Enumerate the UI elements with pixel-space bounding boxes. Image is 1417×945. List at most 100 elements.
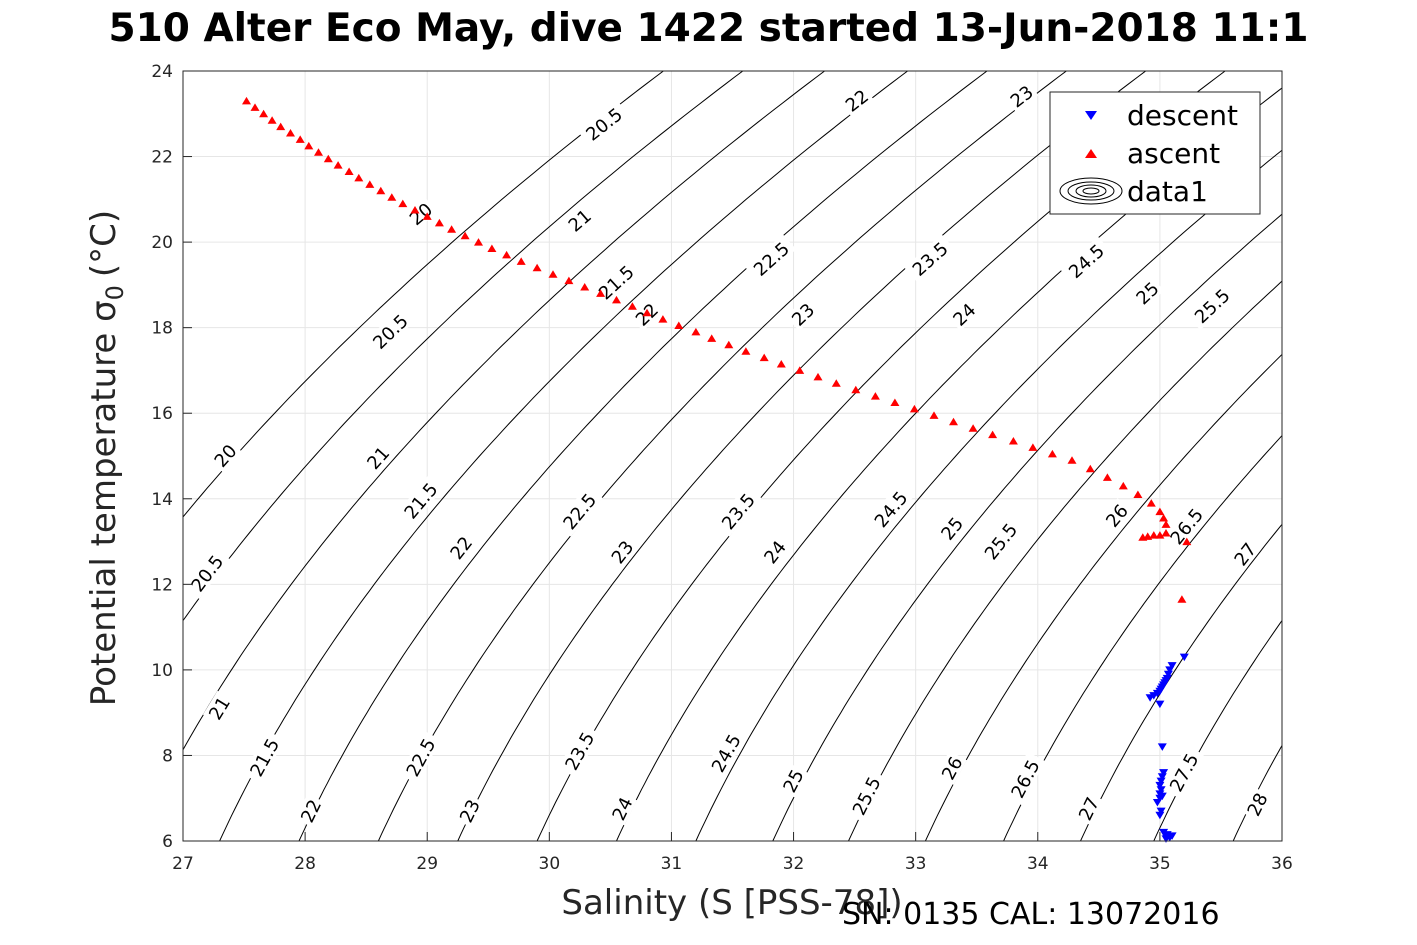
contour-label-backing (364, 306, 415, 356)
isopycnal-line (1080, 523, 1282, 841)
ascent-point (548, 270, 558, 278)
ascent-point (658, 315, 668, 323)
plot-frame (182, 70, 1283, 842)
contour-label-backing (904, 234, 955, 283)
ascent-point (314, 148, 323, 156)
x-tick-label: 33 (905, 854, 927, 874)
contour-label-backing (453, 793, 485, 828)
legend-descent-marker (1085, 111, 1097, 120)
contour-label-backing (866, 483, 915, 535)
contour-label-backing (243, 730, 285, 784)
x-tick-label: 36 (1271, 854, 1293, 874)
contour-label-backing (555, 485, 603, 537)
serial-calibration-note: SN: 0135 CAL: 13072016 (842, 897, 1220, 932)
ascent-point (580, 283, 590, 291)
legend-ascent-label: ascent (1127, 137, 1220, 170)
ascent-point (1177, 595, 1187, 603)
y-tick-label: 10 (151, 661, 173, 681)
ascent-point (387, 193, 397, 201)
ascent-point (724, 340, 734, 349)
ascent-point (909, 404, 919, 413)
ascent-point (250, 103, 260, 111)
ascent-point (460, 231, 470, 240)
contour-label-backing (935, 750, 967, 785)
ascent-point (1146, 499, 1156, 507)
ascent-point (1008, 437, 1018, 445)
isopycnal-line (772, 213, 1282, 841)
descent-point (1155, 700, 1165, 709)
ascent-point (851, 385, 861, 394)
contour-label-backing (785, 297, 820, 331)
ascent-point (1161, 520, 1171, 528)
legend: descent ascent data1 (1049, 91, 1261, 215)
contour-label-backing (295, 793, 326, 828)
ascent-point (516, 257, 526, 265)
ascent-point (813, 372, 823, 381)
ascent-point (354, 173, 364, 182)
contour-label-backing (1228, 536, 1262, 571)
descent-point (1152, 689, 1162, 698)
y-axis-label-unit: (°C) (84, 210, 124, 277)
legend-ascent-marker (1085, 149, 1097, 158)
ascent-point (434, 218, 444, 227)
y-tick-label: 16 (151, 404, 173, 424)
y-tick-label: 20 (151, 233, 173, 253)
y-tick-label: 12 (151, 575, 173, 595)
descent-point (1149, 692, 1159, 700)
descent-point (1162, 831, 1172, 839)
isopycnal-line (377, 71, 1067, 841)
ascent-point (276, 122, 286, 131)
contour-label-backing (1004, 751, 1046, 806)
ascent-point (929, 411, 939, 419)
descent-point (1159, 769, 1169, 777)
y-axis-label-main: Potential temperature σ (84, 300, 124, 706)
isopycnal-line (924, 353, 1282, 841)
ascent-point (674, 321, 684, 329)
ascent-point (1149, 531, 1159, 539)
contour-label-backing (403, 196, 438, 231)
isopycnal-line (219, 71, 908, 841)
ascent-point (1118, 481, 1128, 490)
contour-label-backing (208, 438, 242, 473)
chart-title: 510 Alter Eco May, dive 1422 started 13-… (108, 6, 1309, 51)
ascent-point (1161, 529, 1171, 537)
contour-label-backing (360, 440, 395, 475)
isopycnal-line (1153, 619, 1282, 841)
ascent-point (532, 263, 542, 272)
y-axis-label: Potential temperature σ0 (°C) (84, 210, 129, 706)
y-axis-ticks: 6 8 10 12 14 16 18 20 22 24 (151, 62, 192, 852)
descent-point (1167, 832, 1177, 840)
ascent-point (376, 186, 386, 195)
ascent-point (642, 308, 652, 317)
descent-point (1157, 743, 1167, 751)
ascent-point (707, 334, 717, 342)
ascent-point (831, 379, 841, 387)
contour-label-backing (745, 234, 797, 283)
x-tick-label: 29 (416, 854, 438, 874)
y-tick-label: 14 (151, 490, 173, 510)
contour-label-backing (444, 530, 478, 565)
legend-data1-label: data1 (1127, 175, 1208, 208)
contour-label-backing (1162, 745, 1205, 799)
ascent-point (259, 109, 269, 118)
descent-point (1163, 670, 1173, 679)
ascent-point (242, 96, 251, 105)
contour-label-backing (1162, 500, 1210, 552)
ascent-point (365, 180, 375, 188)
ascent-point (398, 199, 408, 208)
y-axis-label-sub: 0 (101, 285, 129, 300)
ascent-point (1085, 464, 1095, 473)
ascent-point (304, 141, 314, 150)
descent-point (1156, 786, 1166, 794)
contour-label-backing (757, 534, 791, 569)
contour-label-backing (1060, 236, 1112, 285)
ascent-point (890, 398, 900, 406)
ascent-point (474, 238, 483, 246)
contour-label-backing (839, 83, 874, 117)
ascent-point (410, 206, 420, 214)
ascent-point (295, 135, 305, 143)
y-tick-label: 18 (151, 319, 173, 339)
x-axis-ticks: 27 28 29 30 31 32 33 34 35 36 (172, 832, 1293, 874)
ascent-point (1133, 490, 1143, 498)
contour-label-backing (1241, 787, 1272, 822)
